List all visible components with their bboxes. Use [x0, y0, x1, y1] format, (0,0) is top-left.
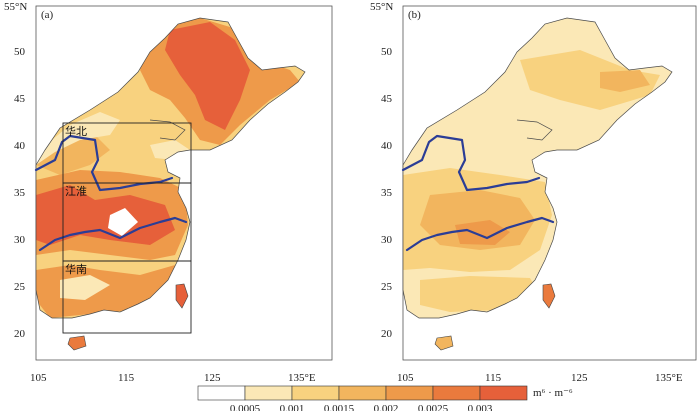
colorbar-ticks: 0.0005 0.001 0.0015 0.002 0.0025 0.003	[230, 403, 493, 411]
panel-a-yaxis: 20 25 30 35 40 45 50 55°N	[4, 1, 27, 340]
ytick: 35	[14, 187, 26, 199]
ytick: 20	[14, 328, 26, 340]
xtick: 135°E	[655, 372, 683, 384]
colorbar-swatch	[291, 385, 340, 401]
panel-b-yaxis: 20 25 30 35 40 45 50 55°N	[370, 1, 393, 340]
colorbar-swatch	[432, 385, 481, 401]
panel-b-bohai	[516, 119, 553, 141]
ytick: 45	[14, 93, 26, 105]
colorbar-tick-label: 0.003	[468, 403, 493, 411]
panel-a-yangtze-river	[38, 216, 188, 252]
ytick: 55°N	[4, 1, 27, 13]
region-label-huabei: 华北	[65, 124, 87, 138]
ytick: 45	[381, 93, 393, 105]
colorbar-tick-label: 0.0005	[230, 403, 261, 411]
colorbar-swatch	[479, 385, 528, 401]
xtick: 125	[571, 372, 588, 384]
panel-b-yangtze-river	[405, 216, 555, 252]
ytick: 35	[381, 187, 393, 199]
colorbar-swatch	[197, 385, 246, 401]
ytick: 55°N	[370, 1, 393, 13]
colorbar-tick-label: 0.001	[280, 403, 305, 411]
panel-b: (b) 20 25 30 35 40 45 50 55°N 1	[370, 1, 697, 384]
colorbar-unit: m⁶ · m⁻⁶	[533, 387, 573, 399]
ytick: 25	[381, 281, 393, 293]
ytick: 20	[381, 328, 393, 340]
panel-a-bohai	[149, 119, 186, 141]
region-label-jianghuai: 江淮	[65, 185, 87, 198]
colorbar: 0.0005 0.001 0.0015 0.002 0.0025 0.003 m⁶ · m…	[197, 385, 573, 411]
region-box-huanan	[62, 260, 192, 334]
panel-a-hainan	[67, 335, 87, 351]
ytick: 40	[381, 140, 393, 152]
colorbar-tick-label: 0.002	[374, 403, 399, 411]
colorbar-tick-label: 0.0025	[418, 403, 449, 411]
xtick: 115	[118, 372, 135, 384]
xtick: 105	[397, 372, 414, 384]
ytick: 30	[381, 234, 393, 246]
ytick: 30	[14, 234, 26, 246]
xtick: 125	[204, 372, 221, 384]
panel-b-taiwan	[542, 283, 556, 309]
panel-a-yellow-river	[34, 134, 174, 192]
panel-b-label: (b)	[408, 9, 421, 21]
colorbar-swatch	[385, 385, 434, 401]
xtick: 135°E	[288, 372, 316, 384]
xtick: 115	[485, 372, 502, 384]
panel-a-taiwan	[175, 283, 189, 309]
panel-b-xaxis: 105 115 125 135°E	[397, 372, 683, 384]
panel-a-xaxis: 105 115 125 135°E	[30, 372, 316, 384]
panel-a: (a) 华北	[4, 1, 333, 384]
colorbar-tick-label: 0.0015	[324, 403, 355, 411]
panel-a-label: (a)	[41, 9, 54, 21]
colorbar-swatch	[338, 385, 387, 401]
xtick: 105	[30, 372, 47, 384]
ytick: 50	[381, 46, 393, 58]
colorbar-swatch	[244, 385, 293, 401]
ytick: 40	[14, 140, 26, 152]
ytick: 50	[14, 46, 26, 58]
region-label-huanan: 华南	[65, 262, 87, 276]
panel-b-yellow-river	[401, 134, 541, 192]
colorbar-swatches	[197, 385, 528, 401]
ytick: 25	[14, 281, 26, 293]
panel-b-hainan	[434, 335, 454, 351]
